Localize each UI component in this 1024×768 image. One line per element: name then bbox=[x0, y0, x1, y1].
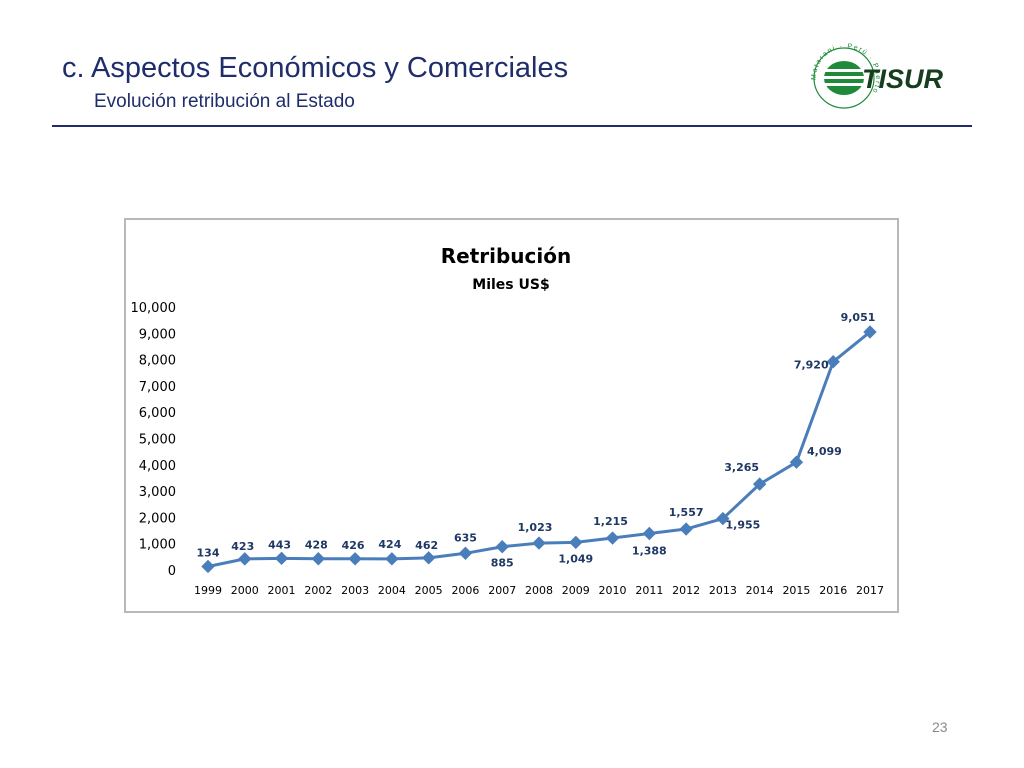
x-tick-label: 2005 bbox=[415, 584, 443, 597]
data-point-marker bbox=[458, 546, 473, 561]
data-label: 885 bbox=[491, 557, 514, 570]
x-tick-label: 2002 bbox=[304, 584, 332, 597]
data-point-marker bbox=[385, 552, 399, 566]
x-tick-label: 2009 bbox=[562, 584, 590, 597]
chart-title: Retribución bbox=[441, 244, 572, 268]
data-label: 462 bbox=[415, 539, 438, 552]
slide-subtitle: Evolución retribución al Estado bbox=[94, 91, 355, 112]
x-tick-label: 2008 bbox=[525, 584, 553, 597]
y-tick-label: 8,000 bbox=[139, 354, 176, 369]
data-point-marker bbox=[789, 455, 804, 469]
data-label: 423 bbox=[231, 540, 254, 553]
data-point-marker bbox=[311, 552, 326, 566]
x-tick-label: 2003 bbox=[341, 584, 369, 597]
x-tick-label: 2013 bbox=[709, 584, 737, 597]
data-label: 1,557 bbox=[669, 506, 704, 519]
data-label: 9,051 bbox=[841, 311, 876, 324]
logo-ring bbox=[813, 47, 875, 109]
y-tick-label: 6,000 bbox=[139, 406, 176, 421]
x-tick-label: 2000 bbox=[231, 584, 259, 597]
data-label: 1,215 bbox=[593, 515, 628, 528]
chart-container: Retribución Miles US$ 0 1,000 2,000 3,000 4,… bbox=[124, 218, 899, 613]
x-tick-label: 2014 bbox=[746, 584, 774, 597]
data-label: 4,099 bbox=[807, 445, 842, 458]
data-point-marker bbox=[605, 531, 620, 545]
data-label: 635 bbox=[454, 531, 477, 544]
data-point-marker bbox=[752, 477, 767, 491]
retribucion-line-chart: Retribución Miles US$ 0 1,000 2,000 3,000 4,… bbox=[131, 244, 885, 597]
data-point-marker bbox=[201, 559, 215, 574]
y-tick-label: 9,000 bbox=[139, 327, 176, 342]
data-label: 1,388 bbox=[632, 544, 667, 557]
data-label: 424 bbox=[378, 538, 401, 551]
data-label: 7,920 bbox=[794, 359, 829, 372]
tisur-logo: Matarani · Perú · Puerto de TISUR bbox=[805, 35, 970, 112]
data-point-marker bbox=[532, 536, 546, 550]
x-tick-label: 2007 bbox=[488, 584, 516, 597]
data-label-group: 134 423 443 428 426 424 462 635 885 1,023 1,049 1,2… bbox=[197, 311, 876, 570]
data-label: 1,049 bbox=[558, 552, 593, 565]
data-point-marker bbox=[716, 511, 730, 526]
data-point-marker bbox=[679, 522, 693, 536]
data-label: 1,023 bbox=[518, 521, 553, 534]
data-point-marker bbox=[569, 535, 583, 550]
marker-group bbox=[201, 325, 877, 574]
tisur-logo-graphic: Matarani · Perú · Puerto de TISUR bbox=[805, 35, 944, 109]
x-tick-label: 1999 bbox=[194, 584, 222, 597]
x-tick-label: 2006 bbox=[451, 584, 479, 597]
chart-subtitle: Miles US$ bbox=[472, 277, 549, 293]
data-label: 428 bbox=[305, 539, 328, 552]
data-label: 443 bbox=[268, 538, 291, 551]
x-axis: 1999 2000 2001 2002 2003 2004 2005 2006 2007 2008… bbox=[194, 584, 884, 597]
y-tick-label: 1,000 bbox=[139, 538, 176, 553]
data-point-marker bbox=[238, 552, 252, 566]
page-number: 23 bbox=[932, 719, 948, 735]
x-tick-label: 2011 bbox=[635, 584, 663, 597]
logo-wordmark: TISUR bbox=[862, 64, 944, 94]
data-label: 1,955 bbox=[725, 519, 760, 532]
data-point-marker bbox=[348, 552, 362, 566]
data-point-marker bbox=[274, 551, 289, 566]
y-tick-label: 5,000 bbox=[139, 433, 176, 448]
data-point-marker bbox=[495, 540, 509, 554]
title-divider bbox=[52, 125, 972, 127]
data-label: 3,265 bbox=[724, 461, 759, 474]
data-point-marker bbox=[421, 551, 436, 565]
x-tick-label: 2016 bbox=[819, 584, 847, 597]
x-tick-label: 2012 bbox=[672, 584, 700, 597]
y-tick-label: 4,000 bbox=[139, 459, 176, 474]
y-tick-label: 10,000 bbox=[131, 301, 177, 316]
x-tick-label: 2015 bbox=[782, 584, 810, 597]
y-tick-label: 2,000 bbox=[139, 511, 176, 526]
x-tick-label: 2004 bbox=[378, 584, 406, 597]
x-tick-label: 2001 bbox=[268, 584, 296, 597]
y-axis: 0 1,000 2,000 3,000 4,000 5,000 6,000 7,000 8,00… bbox=[131, 301, 177, 579]
slide-title: c. Aspectos Económicos y Comerciales bbox=[62, 52, 569, 84]
data-label: 426 bbox=[342, 539, 365, 552]
data-point-marker bbox=[863, 325, 877, 339]
data-label: 134 bbox=[197, 546, 220, 559]
x-tick-label: 2010 bbox=[599, 584, 627, 597]
data-point-marker bbox=[642, 526, 657, 541]
x-tick-label: 2017 bbox=[856, 584, 884, 597]
y-tick-label: 7,000 bbox=[139, 380, 176, 395]
y-tick-label: 0 bbox=[168, 564, 176, 579]
data-point-marker bbox=[826, 354, 840, 369]
logo-emblem bbox=[822, 61, 866, 95]
y-tick-label: 3,000 bbox=[139, 485, 176, 500]
